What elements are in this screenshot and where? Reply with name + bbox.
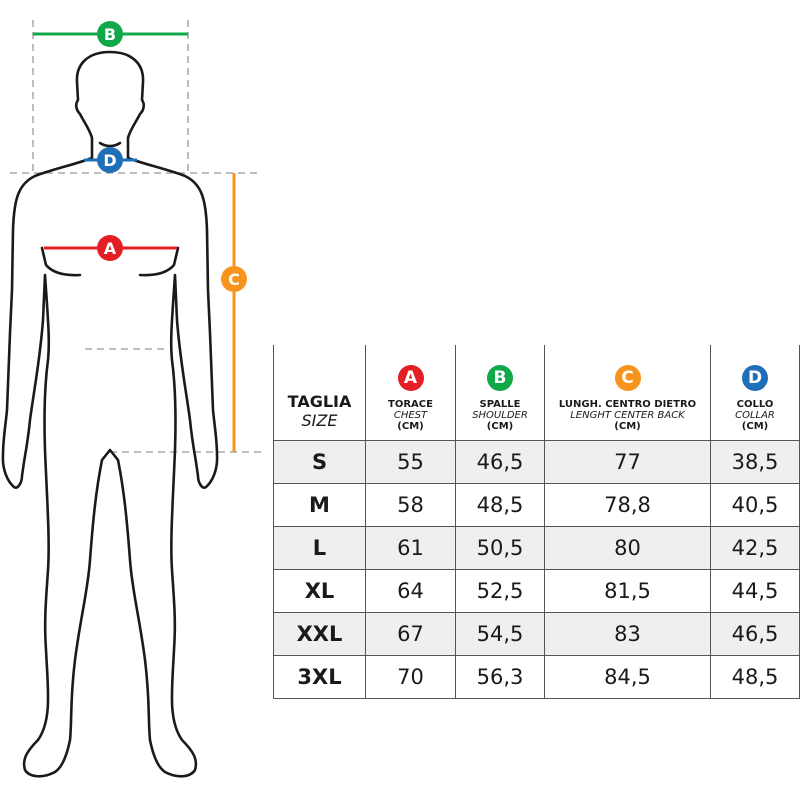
table-row: XL 64 52,5 81,5 44,5	[273, 569, 800, 613]
header-label-en: LENGHT CENTER BACK	[570, 410, 685, 421]
body-outline	[1, 50, 219, 778]
size-chart-table: TAGLIA SIZE A TORACE CHEST (CM) B SPALLE…	[273, 345, 800, 699]
guide-lines	[10, 20, 262, 453]
measure-a-chest: A	[44, 235, 177, 261]
measurement-cell: 64	[365, 569, 456, 613]
header-collar: D COLLO COLLAR (CM)	[710, 345, 800, 441]
measurement-cell: 61	[365, 526, 456, 570]
measurement-cell: 48,5	[710, 655, 800, 699]
measure-b-shoulder: B	[33, 21, 188, 47]
measurement-cell: 83	[544, 612, 711, 656]
body-measurement-diagram: B D A C	[1, 20, 262, 778]
measurement-cell: 50,5	[455, 526, 545, 570]
header-unit: (CM)	[397, 421, 424, 432]
table-row: M 58 48,5 78,8 40,5	[273, 483, 800, 527]
marker-c: C	[228, 270, 240, 289]
header-label-en: CHEST	[393, 410, 428, 421]
measurement-cell: 84,5	[544, 655, 711, 699]
table-row: L 61 50,5 80 42,5	[273, 526, 800, 570]
header-unit: (CM)	[741, 421, 769, 432]
measurement-cell: 38,5	[710, 440, 800, 484]
marker-d: D	[103, 151, 116, 170]
measurement-cell: 80	[544, 526, 711, 570]
table-row: 3XL 70 56,3 84,5 48,5	[273, 655, 800, 699]
header-shoulder: B SPALLE SHOULDER (CM)	[455, 345, 545, 441]
header-label-it: TORACE	[388, 399, 433, 410]
header-size-it: TAGLIA	[287, 392, 352, 411]
measure-c-back-length: C	[221, 173, 247, 452]
marker-b: B	[487, 365, 513, 391]
size-cell: S	[273, 440, 366, 484]
measurement-cell: 54,5	[455, 612, 545, 656]
size-cell: 3XL	[273, 655, 366, 699]
marker-c: C	[614, 365, 641, 391]
header-size-en: SIZE	[301, 411, 338, 430]
header-label-it: COLLO	[736, 399, 774, 410]
measurement-cell: 77	[544, 440, 711, 484]
marker-d: D	[742, 365, 768, 391]
header-size: TAGLIA SIZE	[273, 345, 366, 441]
measurement-cell: 46,5	[710, 612, 800, 656]
measurement-cell: 40,5	[710, 483, 800, 527]
measure-d-collar: D	[84, 147, 137, 173]
header-chest: A TORACE CHEST (CM)	[365, 345, 456, 441]
measurement-cell: 58	[365, 483, 456, 527]
header-label-it: LUNGH. CENTRO DIETRO	[558, 399, 697, 410]
table-row: S 55 46,5 77 38,5	[273, 440, 800, 484]
measurement-cell: 67	[365, 612, 456, 656]
header-label-it: SPALLE	[479, 399, 521, 410]
measurement-cell: 78,8	[544, 483, 711, 527]
measurement-cell: 81,5	[544, 569, 711, 613]
header-back-length: C LUNGH. CENTRO DIETRO LENGHT CENTER BAC…	[544, 345, 711, 441]
header-label-en: COLLAR	[735, 410, 775, 421]
header-unit: (CM)	[614, 421, 641, 432]
measurement-cell: 52,5	[455, 569, 545, 613]
measurement-cell: 48,5	[455, 483, 545, 527]
marker-a: A	[104, 239, 117, 258]
size-cell: XXL	[273, 612, 366, 656]
measurement-cell: 42,5	[710, 526, 800, 570]
marker-a: A	[397, 365, 424, 391]
measurement-cell: 70	[365, 655, 456, 699]
marker-b: B	[104, 25, 116, 44]
measurement-cell: 44,5	[710, 569, 800, 613]
header-label-en: SHOULDER	[472, 410, 528, 421]
measurement-cell: 56,3	[455, 655, 545, 699]
header-unit: (CM)	[486, 421, 514, 432]
size-cell: L	[273, 526, 366, 570]
size-cell: XL	[273, 569, 366, 613]
table-row: XXL 67 54,5 83 46,5	[273, 612, 800, 656]
measurement-cell: 46,5	[455, 440, 545, 484]
size-cell: M	[273, 483, 366, 527]
measurement-cell: 55	[365, 440, 456, 484]
